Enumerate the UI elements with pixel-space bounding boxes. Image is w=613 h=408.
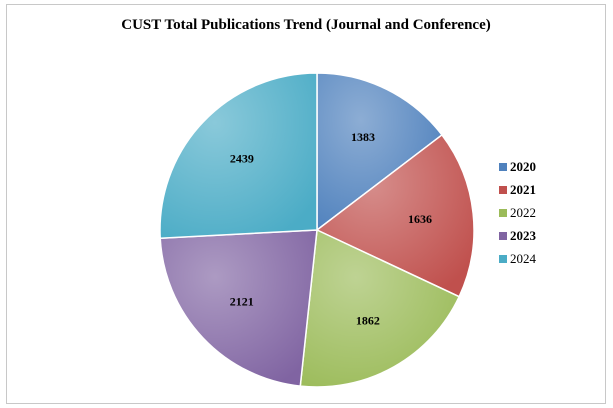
pie-chart: 1383 1636 1862 2121 2439 — [159, 72, 475, 388]
legend-swatch-2024 — [499, 254, 507, 263]
data-label-2024: 2439 — [230, 152, 254, 166]
legend-label-2023: 2023 — [510, 227, 536, 243]
legend-item-2021: 2021 — [499, 178, 536, 201]
legend-swatch-2023 — [499, 231, 507, 240]
legend-label-2024: 2024 — [510, 250, 536, 266]
data-label-2022: 1862 — [356, 313, 380, 327]
legend-item-2022: 2022 — [499, 201, 536, 224]
data-label-2020: 1383 — [351, 130, 375, 144]
legend-label-2022: 2022 — [510, 204, 536, 220]
chart-legend: 2020 2021 2022 2023 2024 — [499, 155, 536, 270]
pie-slice-shine-2022 — [300, 230, 460, 387]
legend-label-2021: 2021 — [510, 181, 536, 197]
chart-frame: CUST Total Publications Trend (Journal a… — [6, 4, 606, 404]
pie-slice-shine-2021 — [317, 134, 474, 297]
pie-slice-shine-2024 — [160, 72, 317, 239]
legend-swatch-2021 — [499, 185, 507, 194]
pie-slice-shine-2023 — [160, 230, 317, 387]
legend-item-2020: 2020 — [499, 155, 536, 178]
legend-item-2023: 2023 — [499, 224, 536, 247]
data-label-2021: 1636 — [408, 212, 432, 226]
chart-title: CUST Total Publications Trend (Journal a… — [121, 17, 491, 33]
legend-swatch-2022 — [499, 208, 507, 217]
legend-label-2020: 2020 — [510, 158, 536, 174]
data-label-2023: 2121 — [230, 294, 254, 308]
legend-item-2024: 2024 — [499, 247, 536, 270]
legend-swatch-2020 — [499, 162, 507, 171]
pie-slice-shine-2020 — [317, 73, 442, 230]
